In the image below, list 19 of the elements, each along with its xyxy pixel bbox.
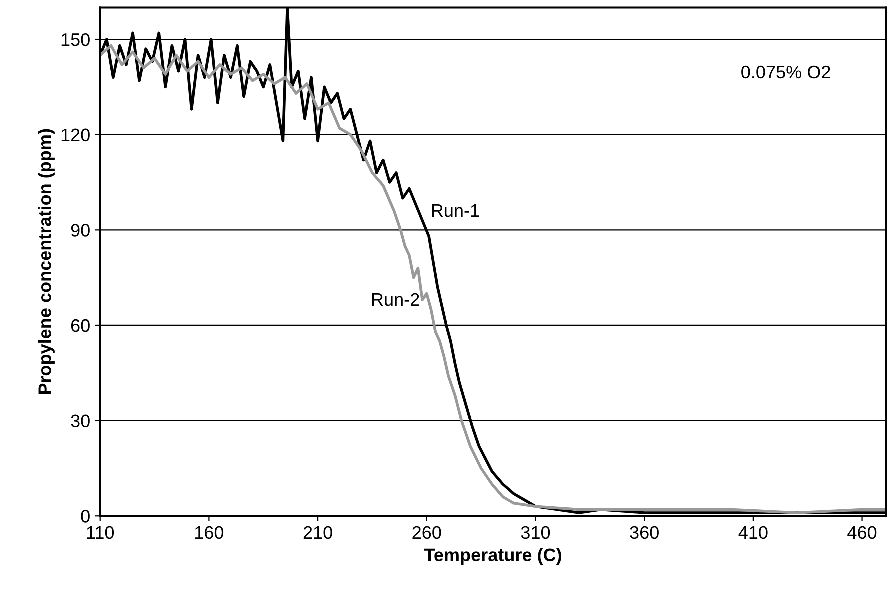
y-tick-label: 0 [81,510,90,523]
x-tick-label: 360 [630,526,659,540]
x-tick-label: 160 [196,526,224,540]
series-label: Run-2 [372,293,420,306]
x-tick-label: 460 [848,526,877,540]
x-tick-label: 260 [412,526,442,540]
x-tick-label: 110 [87,526,114,540]
y-tick-label: 30 [71,414,90,428]
y-tick-label: 120 [62,128,90,142]
y-tick-label: 150 [62,33,90,46]
y-tick-label: 60 [71,319,90,332]
x-tick-label: 410 [738,526,768,540]
series-label: Run-1 [432,204,480,218]
x-tick-label: 310 [521,526,550,540]
annotation: 0.075% O2 [742,66,830,79]
y-tick-label: 90 [71,224,90,237]
x-tick-label: 210 [304,526,332,540]
x-axis-title: Temperature (C) [424,548,562,566]
y-axis-title: Propylene concentration (ppm) [38,129,55,394]
